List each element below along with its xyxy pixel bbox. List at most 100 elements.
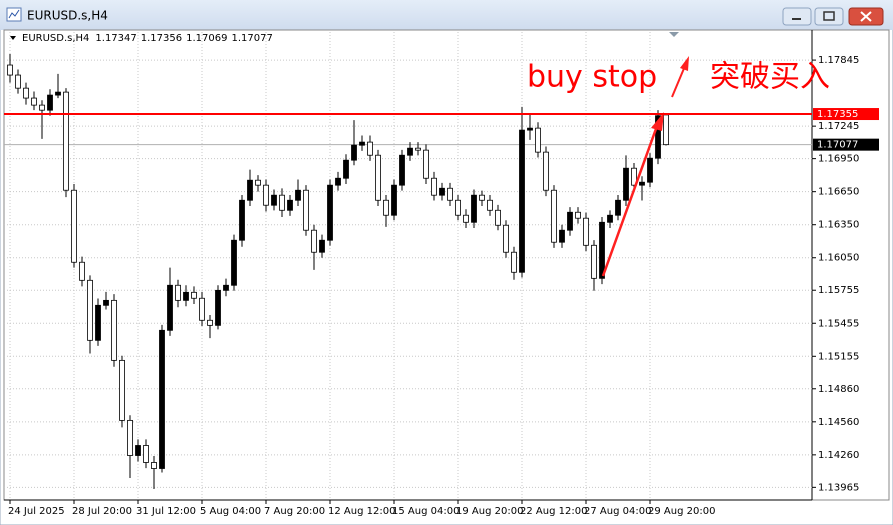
candle-body <box>319 239 325 253</box>
maximize-glyph <box>823 11 835 21</box>
candle-body <box>255 179 261 186</box>
candle-body <box>607 214 613 223</box>
candle-body <box>623 167 629 201</box>
candle-body <box>271 194 277 206</box>
title-bar <box>0 0 893 30</box>
candle-body <box>503 224 509 253</box>
header-open: 1.17347 <box>95 33 136 44</box>
minimize-button[interactable] <box>782 7 812 26</box>
candle-body <box>303 189 309 231</box>
x-tick-label: 22 Aug 12:00 <box>520 506 587 517</box>
y-tick-label: 1.16050 <box>818 253 859 264</box>
current-price-bg <box>813 138 879 151</box>
candle-body <box>239 199 245 241</box>
y-tick-label: 1.14560 <box>818 417 859 428</box>
candle-body <box>383 199 389 216</box>
close-glyph <box>860 11 872 22</box>
menu-arrow <box>10 36 16 40</box>
candle-body <box>655 115 661 159</box>
candle-body <box>639 181 645 186</box>
candle-body <box>207 319 213 326</box>
candle-body <box>119 359 125 421</box>
candle-body <box>199 297 205 321</box>
y-tick-label: 1.13965 <box>818 482 859 493</box>
candle-body <box>527 127 533 131</box>
y-tick-label: 1.17245 <box>818 121 859 132</box>
candle-body <box>151 462 157 469</box>
header-high: 1.17356 <box>141 33 182 44</box>
candle-body <box>103 299 109 306</box>
candle-body <box>183 291 189 301</box>
chart-area <box>3 29 890 501</box>
candle-body <box>423 149 429 179</box>
current-price-label: 1.17077 <box>817 140 858 151</box>
x-tick-label: 28 Jul 20:00 <box>72 506 132 517</box>
candle-body <box>327 184 333 241</box>
y-tick-label: 1.14860 <box>818 384 859 395</box>
candle-body <box>287 199 293 211</box>
candle-body <box>223 284 229 291</box>
candle-body <box>615 199 621 216</box>
grid <box>4 32 816 504</box>
annotation: buy stop <box>527 60 657 95</box>
small-arrow-shaft <box>671 65 686 98</box>
candle-body <box>23 87 29 99</box>
candle-body <box>111 299 117 361</box>
y-tick-label: 1.15455 <box>818 318 859 329</box>
candle-body <box>463 214 469 223</box>
window-title: EURUSD.s,H4 <box>27 9 108 23</box>
candle-body <box>87 279 93 341</box>
annotation: 突破买入 <box>710 60 830 95</box>
overlay <box>4 56 812 277</box>
y-tick-label: 1.17845 <box>818 55 859 66</box>
header-close: 1.17077 <box>231 33 272 44</box>
chart-header: EURUSD.s,H4 1.17347 1.17356 1.17069 1.17077 <box>22 33 273 44</box>
candle-body <box>575 211 581 219</box>
symbol: EURUSD.s,H4 <box>22 33 89 44</box>
x-tick-label: 12 Aug 12:00 <box>328 506 395 517</box>
candle-body <box>519 129 525 273</box>
x-tick-label: 29 Aug 20:00 <box>648 506 715 517</box>
candle-body <box>511 251 517 273</box>
candle-body <box>63 91 69 191</box>
candle-body <box>279 194 285 211</box>
candle-body <box>159 329 165 469</box>
header-low: 1.17069 <box>186 33 227 44</box>
candle-body <box>71 189 77 263</box>
candle-body <box>567 211 573 231</box>
price-line-label-bg <box>813 108 879 121</box>
y-tick-label: 1.16650 <box>818 187 859 198</box>
arrow-shaft <box>601 125 659 277</box>
candle-body <box>391 184 397 216</box>
x-tick-label: 5 Aug 04:00 <box>200 506 261 517</box>
candle-body <box>415 147 421 151</box>
candle-body <box>487 199 493 211</box>
x-tick-label: 31 Jul 12:00 <box>136 506 196 517</box>
candle-body <box>343 159 349 179</box>
candle-body <box>175 284 181 301</box>
candle-body <box>15 74 21 89</box>
candle-body <box>215 289 221 326</box>
x-tick-label: 24 Jul 2025 <box>8 506 65 517</box>
candle-body <box>263 184 269 206</box>
candle-body <box>31 97 37 106</box>
x-tick-label: 27 Aug 04:00 <box>584 506 651 517</box>
candle-body <box>631 167 637 186</box>
candle-body <box>191 291 197 299</box>
y-tick-label: 1.15155 <box>818 351 859 362</box>
candle-body <box>335 177 341 186</box>
candle-body <box>375 154 381 201</box>
candle-body <box>535 127 541 153</box>
candle-body <box>143 445 149 463</box>
candle-body <box>543 151 549 191</box>
candle-body <box>39 104 45 111</box>
y-tick-label: 1.16950 <box>818 154 859 165</box>
candle-body <box>47 94 53 111</box>
candle-body <box>127 419 133 456</box>
candle-body <box>439 187 445 196</box>
candle-body <box>7 64 13 76</box>
candle-body <box>231 239 237 286</box>
maximize-button[interactable] <box>814 7 844 26</box>
candle-body <box>559 229 565 243</box>
candle-body <box>431 177 437 196</box>
